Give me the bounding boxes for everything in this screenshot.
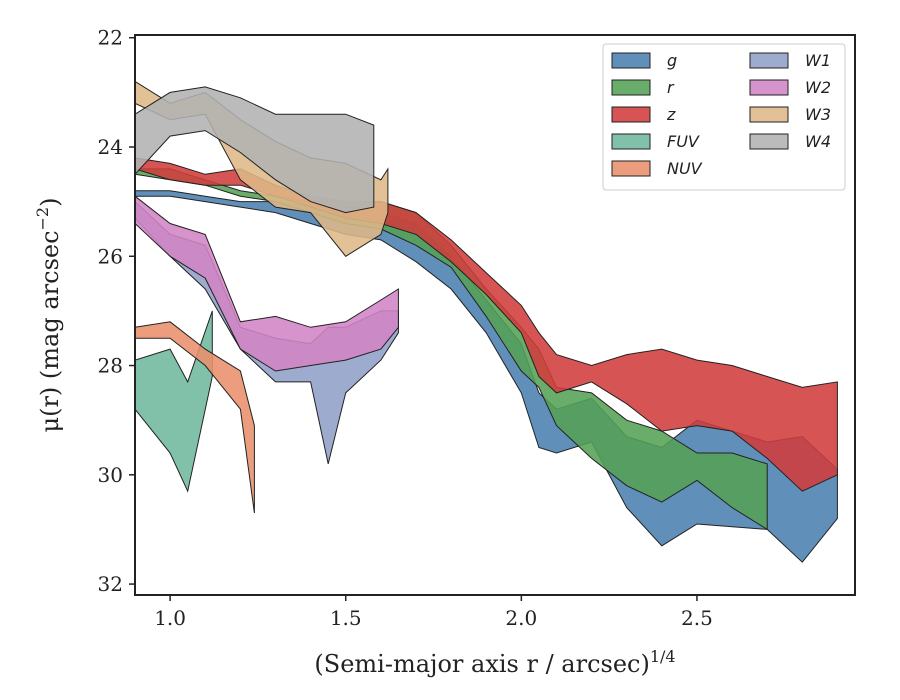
y-tick-label: 30	[98, 463, 123, 487]
legend-swatch-w2	[749, 79, 789, 96]
legend-swatch-r	[611, 79, 651, 96]
legend-label-fuv: FUV	[667, 132, 700, 151]
x-axis-label-text: (Semi-major axis r / arcsec)	[314, 650, 649, 678]
x-tick-label: 1.0	[154, 606, 186, 630]
x-tick-label: 2.5	[681, 606, 713, 630]
series-layer	[135, 80, 838, 563]
y-axis-label: μ(r) (mag arcsec−2)	[33, 198, 64, 433]
plot-frame	[134, 34, 856, 596]
y-tick-label: 28	[98, 354, 123, 378]
legend-label-w2: W2	[805, 78, 831, 97]
legend-label-z: z	[666, 105, 676, 124]
legend: grz FUV NUV W1 W2 W3 W4	[602, 43, 846, 191]
legend-swatch-g	[611, 52, 651, 69]
y-tick-label: 26	[98, 244, 123, 268]
x-axis-label: (Semi-major axis r / arcsec)1/4	[314, 647, 675, 678]
legend-label-g: g	[667, 51, 677, 70]
legend-swatch-z	[611, 106, 651, 123]
series-band-fuv	[135, 310, 213, 493]
legend-swatch-w4	[749, 133, 789, 150]
legend-label-w3: W3	[805, 105, 831, 124]
axes-layer: 1.0 1.5 2.0 2.5 22 24 26 28 30 32	[98, 26, 713, 630]
legend-label-w1: W1	[805, 51, 831, 70]
y-tick-label: 32	[98, 572, 123, 596]
series-band-r	[135, 168, 768, 531]
y-tick-label: 24	[98, 135, 123, 159]
legend-label-nuv: NUV	[667, 159, 703, 178]
y-axis-label-sup: −2	[33, 207, 52, 231]
x-tick-label: 1.5	[330, 606, 362, 630]
series-band-w4	[135, 86, 375, 214]
legend-swatch-w3	[749, 106, 789, 123]
series-band-w2	[135, 195, 399, 372]
series-band-nuv	[135, 321, 255, 514]
legend-swatch-nuv	[611, 160, 651, 177]
legend-swatch-fuv	[611, 133, 651, 150]
y-tick-label: 22	[98, 26, 123, 50]
legend-label-r: r	[667, 78, 675, 97]
x-tick-label: 2.0	[505, 606, 537, 630]
y-axis-label-text: μ(r) (mag arcsec	[36, 230, 64, 432]
legend-label-w4: W4	[805, 132, 831, 151]
y-axis-label-close: )	[36, 198, 64, 207]
x-axis-label-sup: 1/4	[650, 647, 676, 666]
legend-swatch-w1	[749, 52, 789, 69]
